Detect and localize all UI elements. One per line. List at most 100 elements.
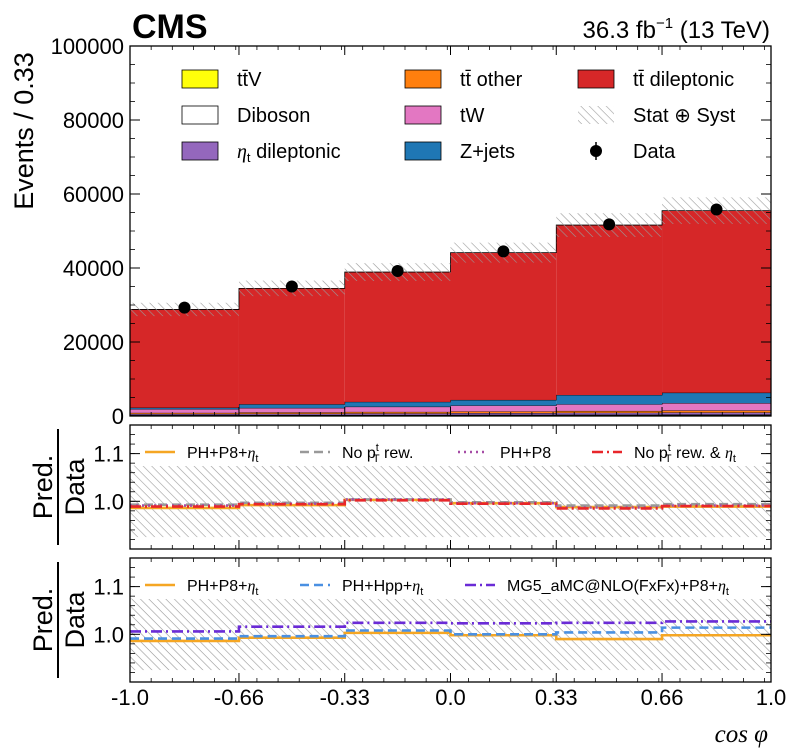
legend-label-data: Data [633, 141, 676, 163]
ratio1-ytick-label-1: 1.1 [93, 442, 124, 467]
legend-label-tt_other: tt̄ other [460, 69, 523, 91]
legend-tail: rew. [380, 445, 414, 462]
legend-text: No p [634, 445, 668, 462]
legend-eta-sub: t [255, 586, 258, 598]
ratio2-band-bin-2 [344, 598, 451, 671]
bar-zjets-bin-0 [130, 407, 239, 410]
main-ytick-label-4: 80000 [63, 108, 124, 133]
legend-label-tt_dileptonic: tt̄ dileptonic [633, 69, 734, 91]
ratio1-legend-label-ph_p8_eta: PH+P8+ηt [187, 445, 258, 465]
x-tick-label-5: 0.66 [641, 685, 684, 710]
bar-tt_dileptonic-bin-1 [238, 288, 345, 405]
bar-tt_other-bin-0 [130, 412, 239, 414]
bar-zjets-bin-2 [344, 401, 451, 407]
ratio2-axes: 1.0 1.1 [93, 557, 772, 683]
ratio2-lines [130, 620, 771, 643]
legend-swatch-diboson [181, 105, 219, 125]
data-point-3 [497, 245, 510, 258]
x-tick-label-6: 1.0 [756, 685, 787, 710]
ratio1-legend-bg [136, 438, 764, 466]
bar-tt_dileptonic-bin-4 [556, 225, 663, 396]
data-point-1 [285, 280, 298, 293]
x-tick-label-4: 0.33 [535, 685, 578, 710]
bar-tt_dileptonic-bin-0 [130, 309, 239, 408]
ratio2-legend-label-ph_p8_eta: PH+P8+ηt [187, 578, 258, 598]
legend-swatch-ttV [181, 69, 219, 89]
bar-tW-bin-4 [556, 404, 663, 411]
legend-sup: t [668, 442, 671, 454]
ratio1-ytick-label-0: 1.0 [93, 489, 124, 514]
bar-tW-bin-2 [344, 406, 451, 412]
x-tick-label-1: -0.66 [214, 685, 264, 710]
legend-label-diboson: Diboson [237, 105, 310, 127]
legend-text: PH+P8+ [187, 445, 247, 462]
legend-eta: η [725, 445, 733, 462]
bar-eta_t-bin-1 [238, 413, 345, 415]
bar-tt_other-bin-5 [662, 410, 771, 413]
ratio2-ytick-label-0: 1.0 [93, 622, 124, 647]
ratio1-legend-label-no_pt_rew: No pt T rew. [342, 442, 413, 465]
ratio1-band-bin-4 [556, 465, 663, 538]
bar-tt_other-bin-1 [238, 412, 345, 414]
main-y-axis-label: Events / 0.33 [9, 52, 39, 210]
main-legend: tt̄V tt̄ other tt̄ dileptonic Diboson tW Stat… [181, 69, 736, 165]
legend-eta: η [247, 445, 255, 462]
bar-zjets-bin-4 [556, 395, 663, 405]
main-ytick-label-2: 40000 [63, 256, 124, 281]
data-point-2 [391, 264, 404, 277]
legend-sup: t [376, 442, 379, 454]
ratio2-band-bin-0 [130, 598, 239, 671]
legend-swatch-tW [404, 105, 442, 125]
legend-swatch-tt_other [404, 69, 442, 89]
legend-eta: η [247, 578, 255, 595]
legend-text: PH+P8+ [187, 578, 247, 595]
legend-label-tW: tW [460, 105, 485, 127]
data-point-5 [710, 203, 723, 216]
experiment-label: CMS [132, 8, 208, 46]
data-point-4 [603, 218, 616, 231]
data-point-0 [178, 301, 191, 314]
bar-zjets-bin-3 [450, 399, 557, 406]
ratio1-line-no_pt_rew_eta [130, 499, 771, 510]
ratio2-line-ph_hpp_eta [130, 626, 771, 640]
legend-eta-sub: t [420, 586, 423, 598]
legend-swatch-stat-syst [578, 106, 614, 124]
ratio2-legend-label-mg5_eta: MG5_aMC@NLO(FxFx)+P8+ηt [507, 578, 729, 598]
luminosity-label: 36.3 fb−1 (13 TeV) [583, 15, 770, 44]
bar-eta_t-bin-3 [450, 413, 557, 415]
ratio2-legend-bg [136, 571, 764, 599]
legend-swatch-zjets [404, 141, 442, 161]
legend-text: MG5_aMC@NLO(FxFx)+P8+ [507, 578, 718, 595]
x-tick-label-0: -1.0 [111, 685, 149, 710]
ratio1-lines [130, 498, 771, 510]
legend-label-eta_t: ηt dileptonic [237, 141, 341, 165]
ratio2-y-axis-label: Pred. Data [28, 562, 90, 678]
bar-tW-bin-3 [450, 405, 557, 412]
ratio1-band-bin-0 [130, 465, 239, 538]
legend-data-marker [590, 145, 602, 157]
main-ytick-label-1: 20000 [63, 330, 124, 355]
ratio2-fraction: Pred. Data [28, 562, 90, 678]
legend-label-rest: dileptonic [251, 141, 341, 163]
ratio2-ytick-label-1: 1.1 [93, 575, 124, 600]
legend-sub: T [373, 453, 380, 465]
bar-tW-bin-1 [238, 407, 345, 413]
legend-eta-subscript: t [247, 150, 251, 165]
bar-tW-bin-0 [130, 409, 239, 413]
ratio1-fraction: Pred. Data [28, 429, 90, 545]
main-ytick-label-0: 0 [112, 404, 124, 429]
bar-zjets-bin-1 [238, 404, 345, 408]
legend-label-ttV: tt̄V [237, 69, 262, 91]
ratio2-ylabel-den: Data [60, 591, 90, 649]
ratio2-legend: PH+P8+ηt PH+Hpp+ηt MG5_aMC@NLO(FxFx)+P8+ηt [136, 571, 764, 599]
ratio2-band-bin-1 [238, 598, 345, 671]
legend-sub: T [665, 453, 672, 465]
ratio2-band-bin-4 [556, 598, 663, 671]
bar-tt_other-bin-2 [344, 411, 451, 414]
ratio1-axes: 1.0 1.1 [93, 424, 772, 550]
ratio2-line-mg5_eta [130, 620, 771, 633]
data-points [178, 203, 723, 314]
ratio1-y-axis-label: Pred. Data [28, 429, 90, 545]
